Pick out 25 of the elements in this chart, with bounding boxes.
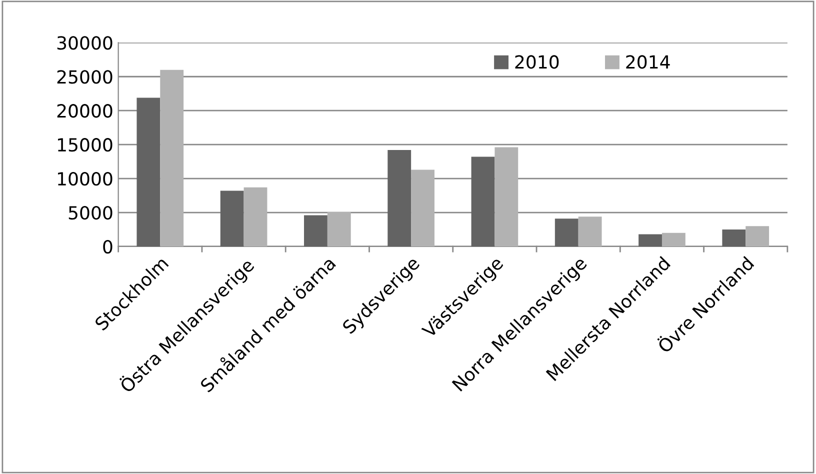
y-tick-label: 25000 [57, 70, 112, 84]
bar [304, 215, 328, 246]
bar [746, 226, 770, 246]
bar [244, 187, 268, 246]
y-tick-label: 5000 [68, 206, 112, 220]
bar [638, 234, 662, 246]
bar [554, 218, 578, 246]
legend-label: 2010 [515, 55, 559, 69]
bar [662, 232, 686, 246]
bar [327, 212, 351, 246]
y-tick-label: 20000 [57, 104, 112, 118]
bar [388, 150, 412, 246]
bar [471, 156, 495, 246]
legend-label: 2014 [626, 55, 670, 69]
bar [411, 170, 434, 246]
y-tick-label: 10000 [58, 172, 112, 186]
bar [578, 216, 602, 246]
bar [494, 147, 518, 246]
bar [136, 98, 160, 246]
bar [220, 190, 244, 246]
y-tick-label: 0 [103, 240, 112, 254]
bar [722, 229, 746, 246]
y-tick-label: 15000 [58, 138, 112, 152]
bar [160, 70, 184, 246]
y-tick-label: 30000 [57, 36, 112, 50]
